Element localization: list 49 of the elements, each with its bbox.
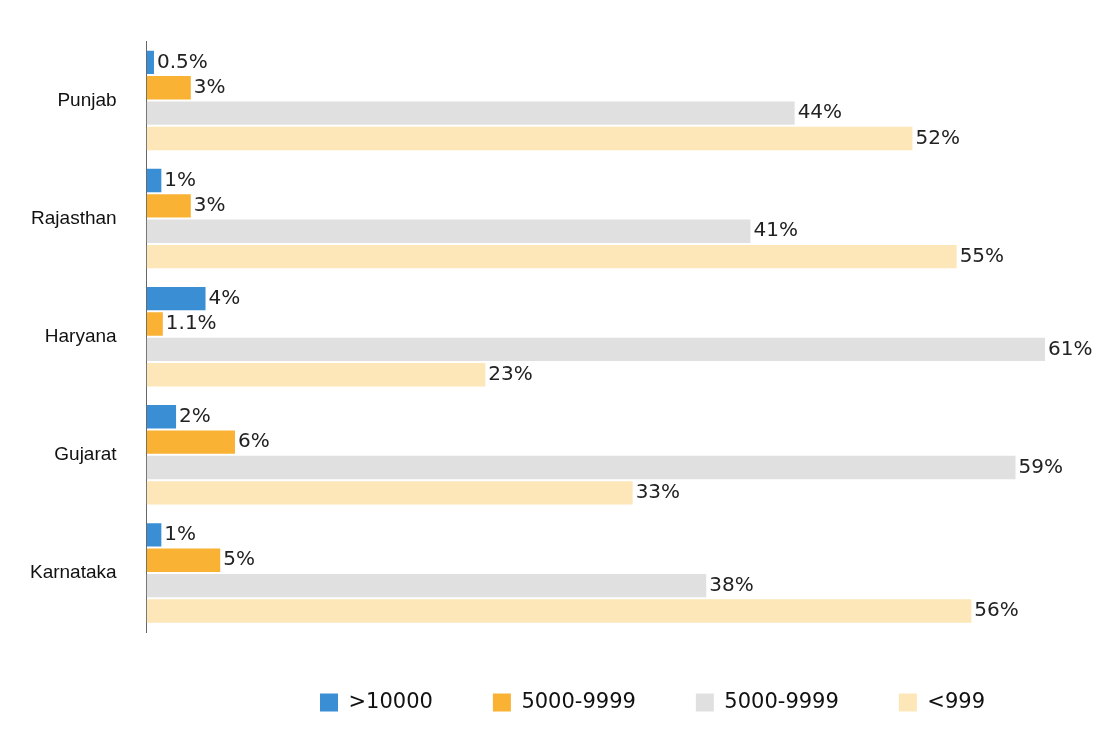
data-label: 2% [179, 402, 211, 427]
data-label: 52% [915, 124, 960, 149]
bar [146, 76, 191, 100]
bar [146, 573, 707, 598]
data-label: 1% [164, 166, 197, 191]
bar [146, 219, 751, 243]
data-label: 33% [635, 479, 681, 504]
data-label: 3% [193, 192, 226, 217]
bar [146, 101, 795, 125]
bar [146, 455, 1016, 480]
data-label: 44% [797, 99, 843, 124]
legend-label: >10000 [348, 688, 433, 713]
data-label: 61% [1048, 335, 1093, 360]
bar [146, 548, 221, 572]
bar [146, 523, 162, 547]
bar [146, 168, 162, 193]
bar [146, 194, 191, 218]
bar [146, 50, 154, 75]
legend-label: 5000-9999 [521, 688, 636, 713]
bar [146, 481, 633, 505]
data-label: 56% [974, 597, 1019, 622]
bar [146, 405, 177, 429]
data-label: 55% [959, 242, 1005, 267]
bar [146, 126, 913, 151]
legend-label: <999 [927, 688, 986, 713]
legend-label: 5000-9999 [724, 688, 839, 713]
bar [146, 599, 972, 623]
data-label: 5% [223, 546, 255, 571]
data-label: 38% [709, 571, 754, 596]
bar [146, 244, 957, 269]
data-label: 23% [488, 361, 533, 385]
data-label: 0.5% [156, 48, 208, 73]
y-tick-label: Rajasthan [31, 206, 117, 228]
data-label: 41% [753, 217, 798, 242]
bar [146, 312, 163, 336]
y-tick-label: Karnataka [29, 561, 118, 583]
data-label: 3% [193, 73, 226, 98]
data-label: 1.1% [165, 310, 217, 335]
data-label: 6% [237, 428, 270, 453]
bar [146, 430, 235, 454]
y-tick-label: Haryana [44, 324, 118, 346]
bar [146, 363, 486, 387]
y-tick-label: Gujarat [54, 443, 118, 465]
data-label: 59% [1018, 453, 1063, 478]
y-tick-label: Punjab [57, 88, 117, 110]
data-label: 1% [164, 521, 197, 546]
bar [146, 286, 206, 311]
data-label: 4% [208, 284, 241, 309]
bar [146, 337, 1045, 362]
